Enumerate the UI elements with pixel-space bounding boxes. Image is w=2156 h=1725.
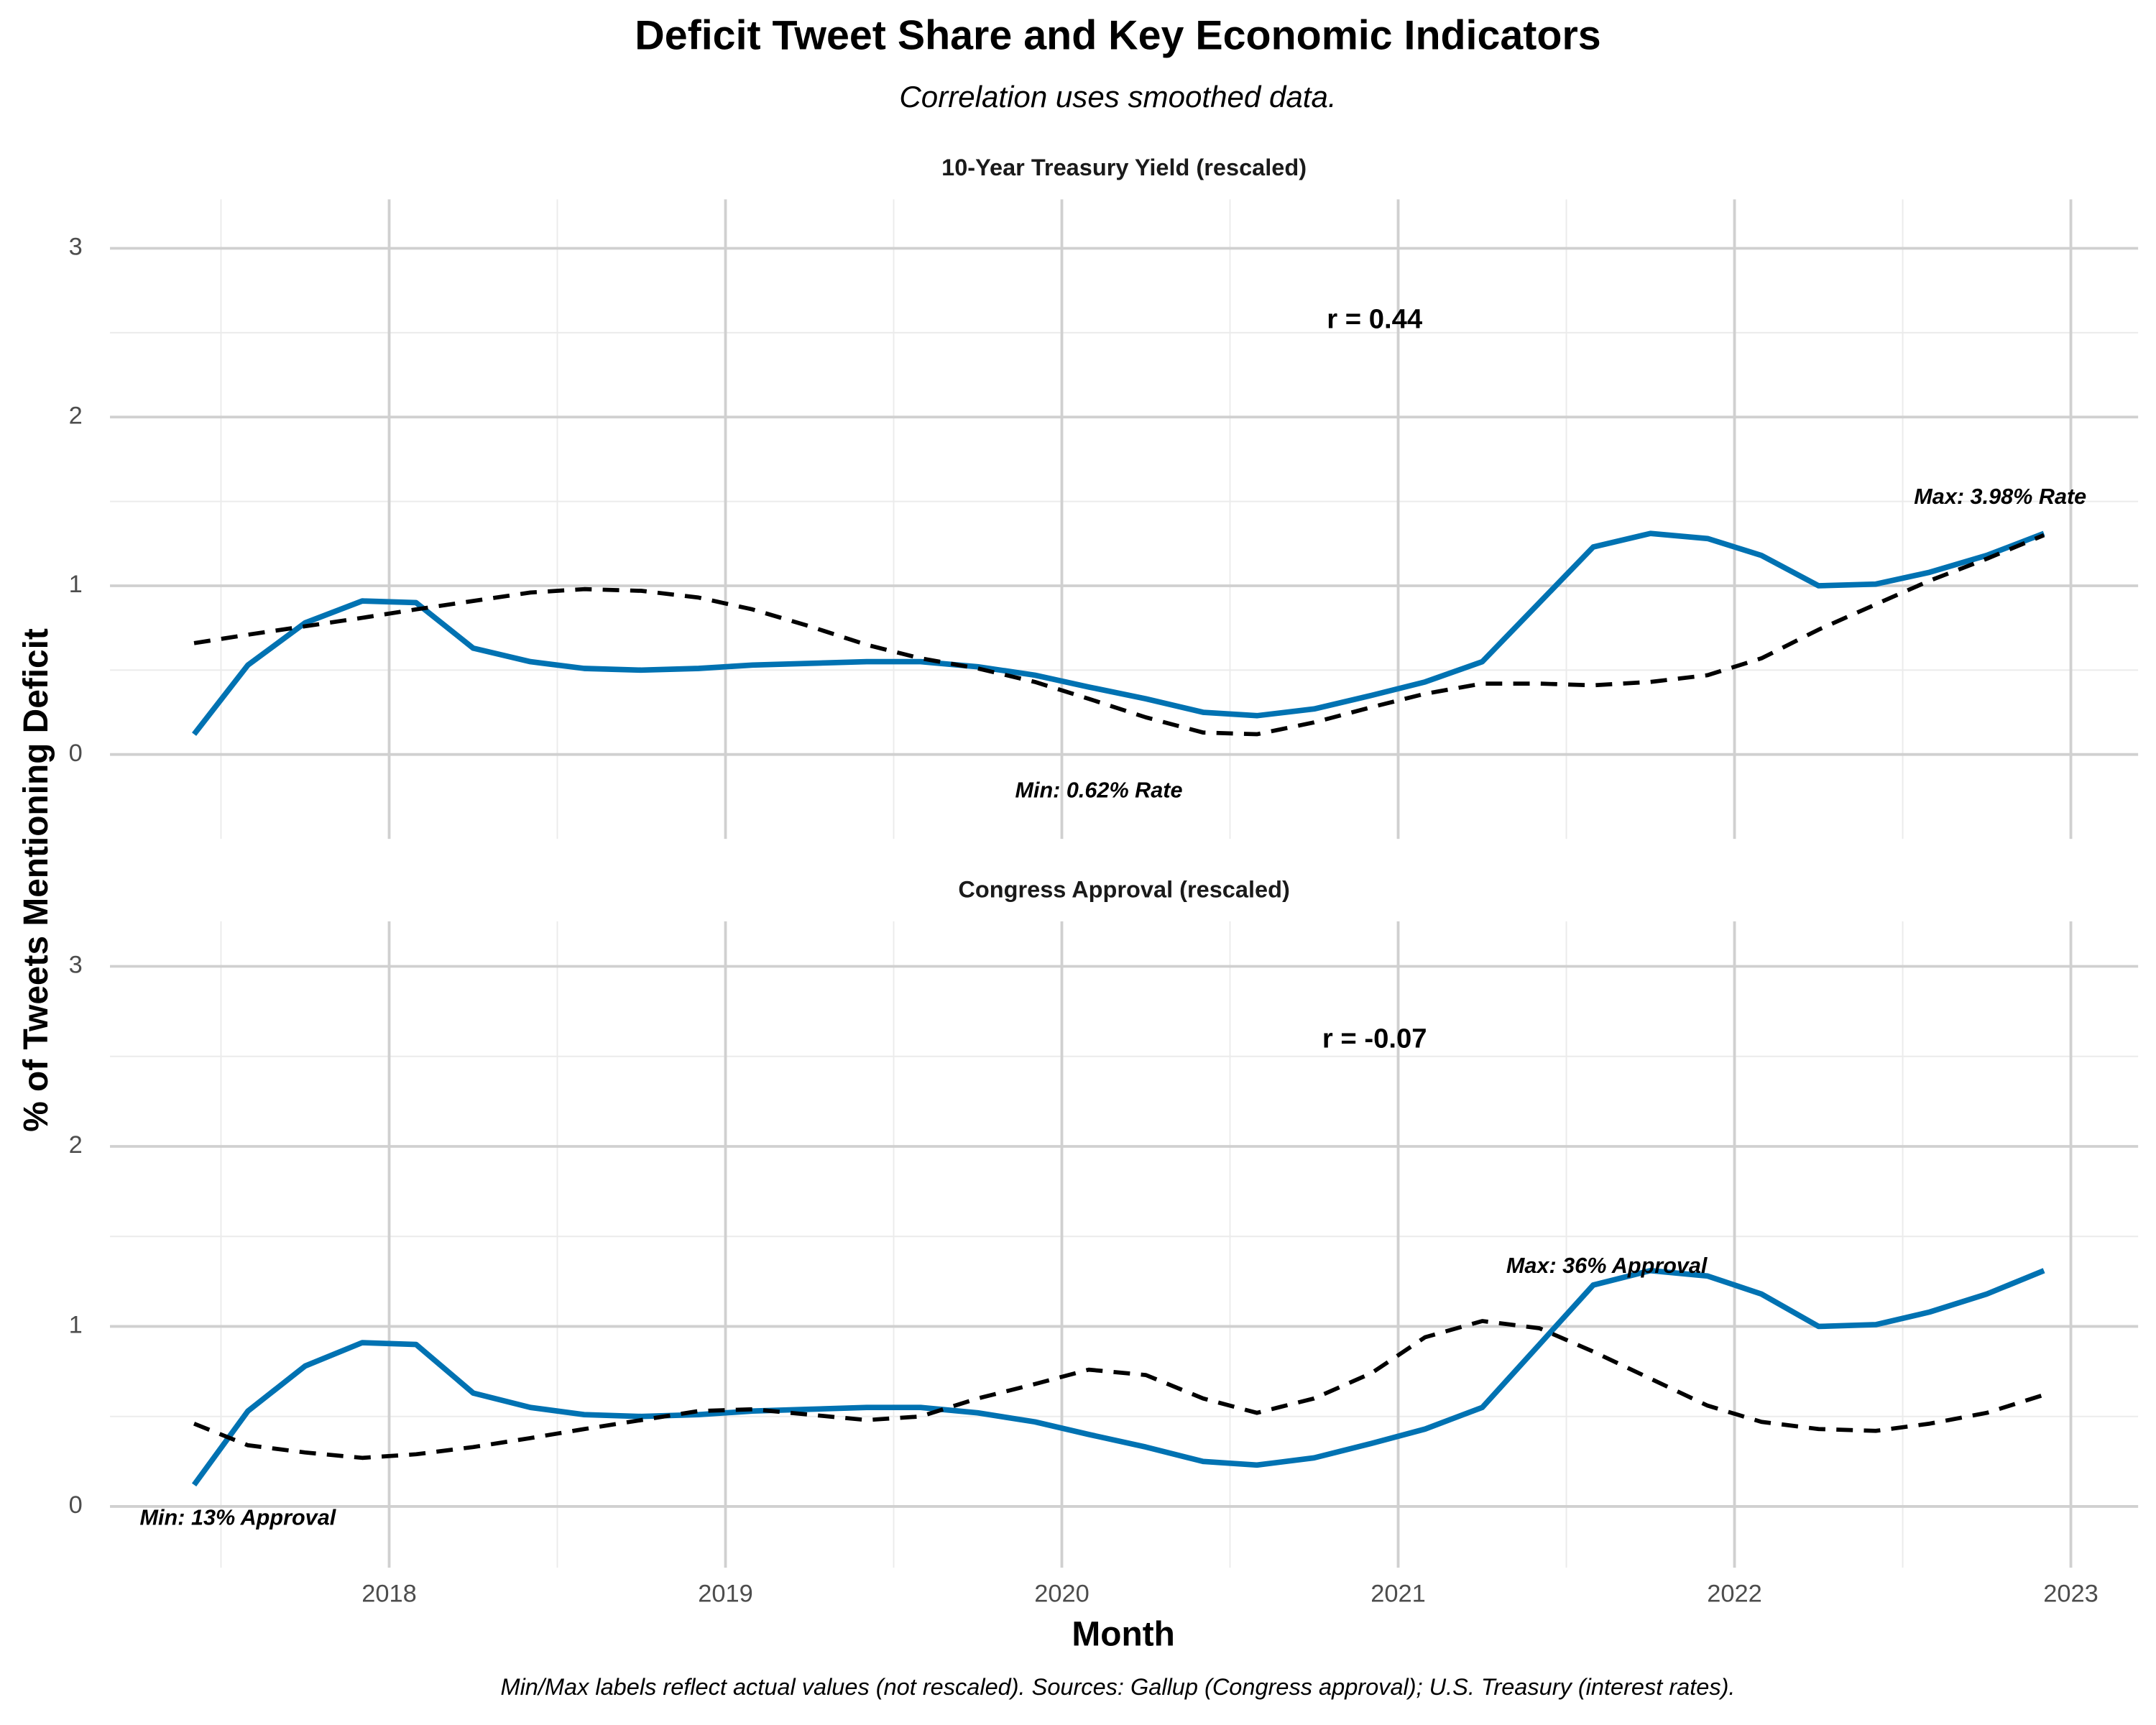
x-axis-label: Month <box>1072 1615 1174 1653</box>
y-tick-label: 1 <box>69 1312 83 1339</box>
x-tick-label: 2019 <box>698 1580 753 1607</box>
x-tick-label: 2021 <box>1370 1580 1426 1607</box>
chart-title: Deficit Tweet Share and Key Economic Ind… <box>635 13 1600 59</box>
y-tick-label: 0 <box>69 1491 83 1519</box>
annotation: Min: 0.62% Rate <box>1015 778 1182 802</box>
indicator-line <box>193 1319 2045 1460</box>
y-tick-label: 3 <box>69 952 83 979</box>
y-tick-label: 2 <box>69 1131 83 1159</box>
annotation: Max: 36% Approval <box>1506 1254 1708 1278</box>
y-tick-label: 3 <box>69 234 83 261</box>
x-tick-label: 2023 <box>2043 1580 2099 1607</box>
caption: Min/Max labels reflect actual values (no… <box>500 1674 1735 1700</box>
x-tick-label: 2020 <box>1034 1580 1089 1607</box>
annotation: r = -0.07 <box>1322 1023 1427 1054</box>
annotation: Min: 13% Approval <box>140 1506 337 1530</box>
indicator-line <box>193 533 2045 737</box>
y-tick-label: 1 <box>69 571 83 598</box>
annotation: r = 0.44 <box>1327 304 1423 335</box>
tweet-share-line <box>192 530 2045 736</box>
facet-title: Congress Approval (rescaled) <box>958 876 1289 902</box>
facet-title: 10-Year Treasury Yield (rescaled) <box>941 155 1307 180</box>
y-tick-label: 2 <box>69 402 83 429</box>
y-tick-label: 0 <box>69 740 83 767</box>
y-axis-label: % of Tweets Mentioning Deficit <box>17 628 55 1132</box>
chart-subtitle: Correlation uses smoothed data. <box>899 80 1336 114</box>
x-tick-label: 2022 <box>1707 1580 1762 1607</box>
tweet-share-line <box>191 1267 2045 1487</box>
annotation: Max: 3.98% Rate <box>1914 484 2086 509</box>
x-tick-label: 2018 <box>361 1580 417 1607</box>
